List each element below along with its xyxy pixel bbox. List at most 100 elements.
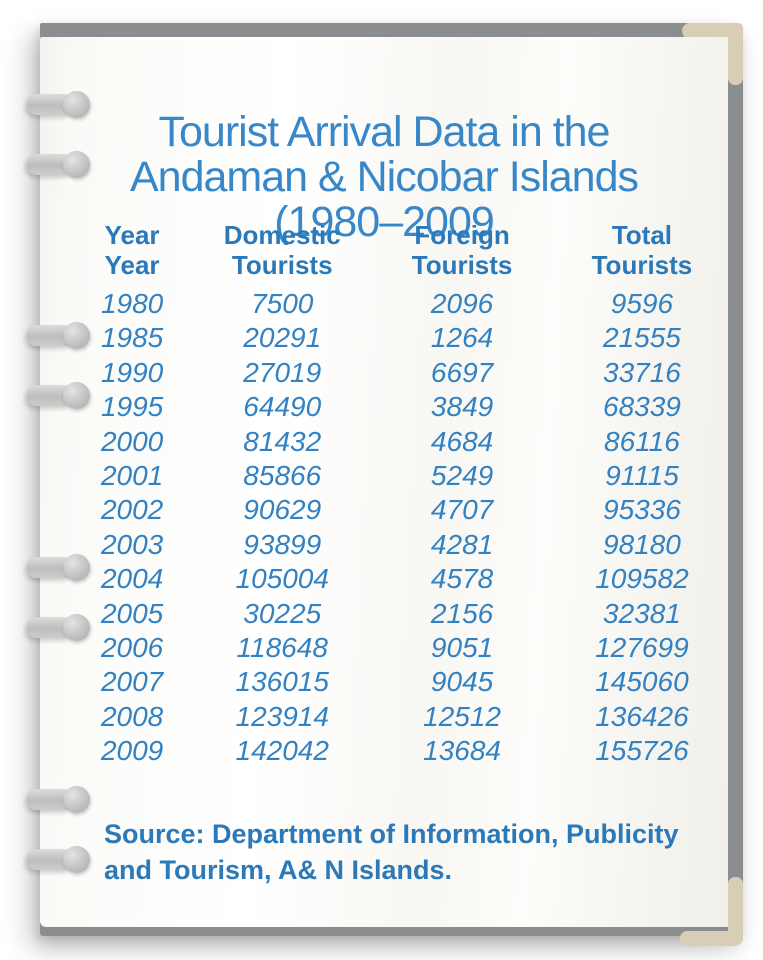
table-body: 1980 7500 2096 9596 1985 20291 1264 21555 1990 27… [76,287,736,769]
header-line: Year [104,250,160,280]
column-header-total-tourists: Total Tourists [548,220,736,287]
table-row: 2004 105004 4578 109582 [76,562,736,596]
title-line: Tourist Arrival Data in the [158,107,611,156]
table-row: 1995 64490 3849 68339 [76,390,736,424]
table-cell: 98180 [603,528,681,560]
table-cell: 2003 [100,528,164,560]
table-cell: 142042 [235,735,329,767]
binder-ring [27,382,90,409]
source-line: Source: Department of Information, Publi… [104,819,679,849]
header-line: Foreign [414,220,510,250]
table-cell: 2007 [100,666,164,698]
table-cell: 64490 [243,391,322,423]
table-cell: 1980 [100,288,164,319]
header-line: Year [104,220,160,250]
table-cell: 4707 [430,494,494,526]
header-line: Tourists [411,250,513,280]
corner-protector-top-right [682,23,743,39]
table-cell: 4578 [430,563,494,595]
table-cell: 21555 [603,322,681,354]
table-row: 2008 123914 12512 136426 [76,700,736,734]
table-cell: 1990 [100,356,164,388]
column-header-year: Year Year [76,220,188,287]
binder-ring [27,554,90,581]
table-cell: 90629 [243,494,322,526]
table-cell: 85866 [243,460,322,492]
table-cell: 9596 [610,288,674,319]
source-line: and Tourism, A& N Islands. [104,855,453,885]
paper-sheet: Tourist Arrival Data in the Andaman & Ni… [40,37,728,927]
table-cell: 4684 [430,425,494,457]
table-cell: 136426 [595,700,689,732]
binder-ring [27,786,90,813]
table-cell: 136015 [235,666,329,698]
table-cell: 32381 [603,597,681,629]
table-cell: 155726 [595,735,689,767]
table-row: 1990 27019 6697 33716 [76,356,736,390]
table-cell: 2096 [430,288,494,319]
table-header: Year Year Domestic Tourists Foreign Tour… [76,220,736,287]
table-row: 2000 81432 4684 86116 [76,425,736,459]
table-cell: 118648 [236,632,328,664]
header-line: Domestic [223,220,341,250]
table-cell: 2005 [100,597,164,629]
header-line: Tourists [591,250,693,280]
table-header-row: Year Year Domestic Tourists Foreign Tour… [76,220,736,287]
table-cell: 2009 [100,735,164,767]
corner-protector-bottom-right [680,931,743,946]
table-cell: 2001 [100,460,164,492]
notebook: Tourist Arrival Data in the Andaman & Ni… [40,23,743,946]
tourist-arrival-table: Year Year Domestic Tourists Foreign Tour… [76,220,736,769]
table-row: 2007 136015 9045 145060 [76,665,736,699]
table-cell: 33716 [603,356,681,388]
table-cell: 2156 [430,597,494,629]
table-cell: 13684 [423,735,502,767]
table-cell: 5249 [430,460,494,492]
table-cell: 20291 [243,322,322,354]
table-row: 2005 30225 2156 32381 [76,597,736,631]
table-cell: 109582 [595,563,689,595]
table-cell: 2008 [100,700,164,732]
header-line: Total [611,220,673,250]
table-cell: 1264 [430,322,494,354]
table-cell: 30225 [243,597,322,629]
table-cell: 145060 [595,666,689,698]
table-row: 1980 7500 2096 9596 [76,287,736,321]
table-row: 2006 118648 9051 127699 [76,631,736,665]
header-line: Tourists [231,250,333,280]
binder-ring [27,91,90,118]
table-cell: 2002 [100,494,164,526]
table-row: 2002 90629 4707 95336 [76,493,736,527]
table-cell: 127699 [595,632,689,664]
table-cell: 4281 [430,528,494,560]
table-cell: 2004 [100,563,164,595]
corner-protector-bottom-right [728,877,743,946]
table-cell: 81432 [243,425,322,457]
table-row: 1985 20291 1264 21555 [76,321,736,355]
page-title: Tourist Arrival Data in the Andaman & Ni… [40,107,728,246]
column-header-domestic-tourists: Domestic Tourists [188,220,376,287]
table-cell: 86116 [604,425,680,457]
table-cell: 105004 [235,563,329,595]
title-line: Andaman & Nicobar Islands [129,152,639,201]
table-cell: 6697 [430,356,494,388]
table-row: 2001 85866 5249 91115 [76,459,736,493]
table-cell: 123914 [235,700,329,732]
table-cell: 91115 [605,460,679,492]
table-cell: 3849 [430,391,494,423]
corner-protector-top-right [728,23,743,85]
table-cell: 1985 [100,322,164,354]
table-row: 2003 93899 4281 98180 [76,528,736,562]
title-line: (1980–2009 [274,197,495,246]
table-cell: 95336 [603,494,681,526]
source-note: Source: Department of Information, Publi… [104,816,728,888]
table-row: 2009 142042 13684 155726 [76,734,736,768]
table-cell: 68339 [603,391,681,423]
table-cell: 7500 [251,288,314,319]
table-cell: 27019 [243,356,322,388]
table-cell: 9045 [430,666,494,698]
binder-ring [27,614,90,641]
binder-ring [27,322,90,349]
binder-ring [27,846,90,873]
table-cell: 2006 [100,632,164,664]
